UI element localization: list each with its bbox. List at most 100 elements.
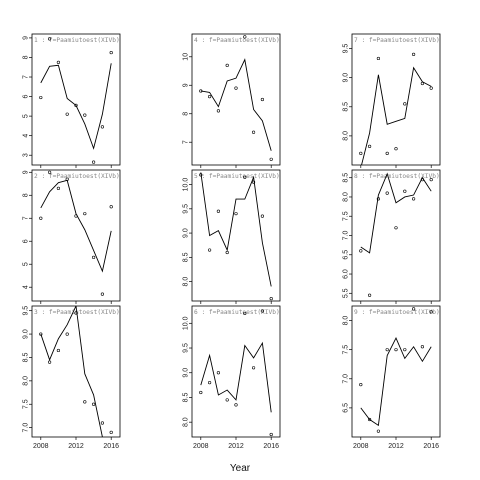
observed-point xyxy=(234,86,238,90)
observed-point xyxy=(225,63,229,67)
fitted-line xyxy=(200,341,272,413)
x-tick-label: 2008 xyxy=(353,443,369,450)
panel-frame xyxy=(351,33,441,166)
observed-point xyxy=(260,309,265,313)
panel-label: 7 : f=Paamiutoest(XIVb) xyxy=(354,37,440,44)
panel-7: 8.0 8.5 9.0 9.5 7 : f=Paamiutoest(XIVb) xyxy=(343,33,441,168)
fitted-line xyxy=(40,63,112,150)
observed-point xyxy=(269,432,273,437)
fitted-line xyxy=(361,66,432,165)
panel-frame xyxy=(191,169,281,302)
x-tick-label: 2016 xyxy=(103,443,119,450)
y-tick-label: 5 xyxy=(23,114,30,118)
observed-point xyxy=(91,255,96,259)
observed-point xyxy=(199,89,203,93)
x-tick-label: 2012 xyxy=(228,443,244,450)
panel-label: 4 : f=Paamiutoest(XIVb) xyxy=(194,37,280,44)
y-tick-label: 7 xyxy=(23,75,30,79)
observed-point xyxy=(56,186,61,190)
observed-point xyxy=(359,151,363,155)
y-tick-label: 8.0 xyxy=(343,131,350,141)
observed-point xyxy=(394,147,398,151)
panel-label: 1 : f=Paamiutoest(XIVb) xyxy=(34,37,120,44)
panel-5: 8.0 8.5 9.0 9.5 10.0 5 : f=Paamiutoest(XIVb) xyxy=(183,169,281,304)
fitted-line xyxy=(200,172,272,287)
panel-frame xyxy=(31,33,121,166)
panel-label: 8 : f=Paamiutoest(XIVb) xyxy=(354,173,440,180)
y-tick-label: 9.5 xyxy=(183,204,190,214)
observed-point xyxy=(376,429,381,433)
observed-point xyxy=(208,381,212,385)
y-tick-label: 8.0 xyxy=(343,316,350,326)
observed-point xyxy=(252,130,256,134)
observed-point xyxy=(368,144,372,148)
fitted-line xyxy=(40,179,112,273)
y-tick-label: 10 xyxy=(183,53,190,61)
observed-point xyxy=(216,109,220,113)
y-tick-label: 5 xyxy=(23,262,30,266)
observed-point xyxy=(376,197,381,201)
observed-point xyxy=(208,95,212,99)
observed-point xyxy=(74,214,78,218)
observed-point xyxy=(199,390,203,395)
y-tick-label: 7.0 xyxy=(343,231,350,241)
observed-point xyxy=(47,170,52,174)
observed-point xyxy=(208,248,212,252)
fitted-line xyxy=(40,306,103,437)
y-tick-label: 8 xyxy=(22,55,29,59)
observed-point xyxy=(412,307,416,311)
y-tick-label: 9.5 xyxy=(343,44,350,54)
observed-point xyxy=(403,102,407,106)
y-tick-label: 9 xyxy=(23,36,30,40)
observed-point xyxy=(260,214,265,218)
observed-point xyxy=(412,52,416,56)
y-tick-label: 8.0 xyxy=(183,417,190,427)
observed-point xyxy=(252,366,256,370)
data-layer xyxy=(199,172,273,301)
observed-point xyxy=(100,421,104,425)
panel-2: 4 5 6 7 8 9 2 : f=Paamiutoest(XIVb) xyxy=(23,169,121,304)
panel-4: 7 8 9 10 4 : f=Paamiutoest(XIVb) xyxy=(183,33,281,168)
observed-point xyxy=(260,97,265,102)
y-tick-label: 9 xyxy=(23,170,30,174)
observed-point xyxy=(109,205,113,209)
panel-label: 9 : f=Paamiutoest(XIVb) xyxy=(354,309,440,316)
x-tick-label: 2016 xyxy=(423,443,439,450)
fitted-line xyxy=(360,172,432,254)
observed-point xyxy=(100,292,104,296)
panel-frame xyxy=(351,169,441,302)
data-layer xyxy=(199,35,273,161)
observed-point xyxy=(100,125,104,129)
observed-point xyxy=(65,177,69,181)
observed-point xyxy=(234,212,238,216)
y-tick-label: 6.5 xyxy=(343,403,350,413)
panel-label: 5 : f=Paamiutoest(XIVb) xyxy=(194,173,280,180)
y-tick-label: 9.5 xyxy=(183,343,190,353)
observed-point xyxy=(385,191,389,195)
data-layer xyxy=(199,309,273,437)
x-tick-label: 2012 xyxy=(68,443,84,450)
data-layer xyxy=(359,52,433,165)
observed-point xyxy=(376,56,381,61)
observed-point xyxy=(394,226,398,230)
observed-point xyxy=(83,400,87,404)
data-layer xyxy=(39,170,113,296)
observed-point xyxy=(429,178,433,182)
panel-label: 6 : f=Paamiutoest(XIVb) xyxy=(194,309,280,316)
observed-point xyxy=(109,50,113,55)
y-tick-label: 8.0 xyxy=(343,192,350,202)
y-tick-label: 6.0 xyxy=(343,269,350,279)
observed-point xyxy=(74,311,78,315)
x-tick-label: 2016 xyxy=(263,443,279,450)
y-tick-label: 7.0 xyxy=(343,374,350,384)
panel-9: 6.5 7.0 7.5 8.0 2008 2012 2016 9 : f=Paamiutoes… xyxy=(343,305,441,450)
observed-point xyxy=(216,371,220,375)
observed-point xyxy=(429,86,433,90)
y-tick-label: 8 xyxy=(23,193,30,197)
y-tick-label: 6 xyxy=(23,95,30,99)
y-tick-label: 5.5 xyxy=(343,288,350,298)
y-tick-label: 8.5 xyxy=(343,102,350,112)
observed-point xyxy=(385,348,389,352)
